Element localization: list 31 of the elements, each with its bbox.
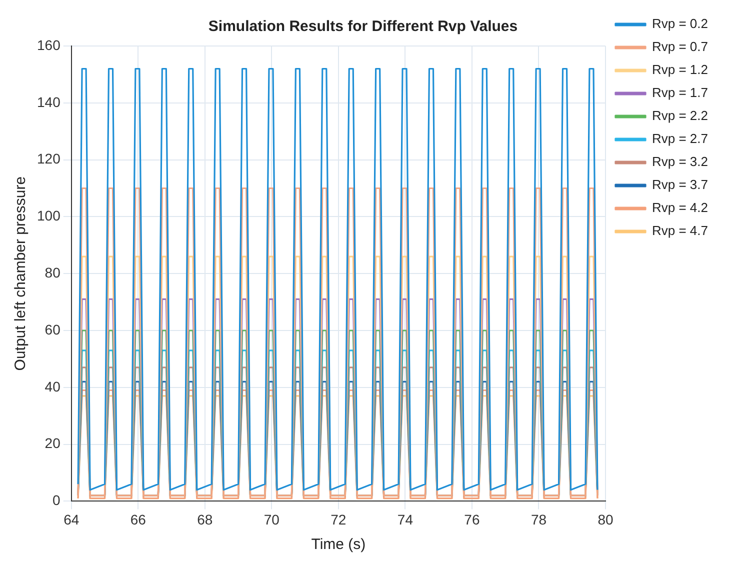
y-tick-label: 120 — [37, 150, 61, 167]
y-tick-label: 140 — [37, 94, 61, 110]
x-axis-title: Time (s) — [311, 536, 366, 554]
y-tick-label: 80 — [44, 264, 61, 280]
legend-label: Rvp = 2.2 — [652, 108, 708, 124]
legend-label: Rvp = 4.2 — [652, 200, 708, 216]
legend-label: Rvp = 0.2 — [652, 16, 708, 32]
chart-title: Simulation Results for Different Rvp Values — [208, 18, 518, 36]
y-tick-label: 20 — [44, 435, 61, 452]
y-tick-label: 0 — [52, 492, 61, 508]
x-tick-label: 64 — [64, 511, 80, 528]
legend-label: Rvp = 3.7 — [652, 177, 708, 192]
legend-label: Rvp = 1.2 — [652, 62, 708, 78]
legend-label: Rvp = 0.7 — [652, 39, 708, 54]
x-tick-label: 74 — [397, 511, 414, 528]
y-tick-label: 60 — [44, 321, 61, 338]
y-tick-label: 40 — [44, 378, 61, 394]
legend-label: Rvp = 4.7 — [652, 223, 708, 238]
y-tick-label: 160 — [37, 36, 61, 53]
x-tick-label: 76 — [464, 511, 480, 528]
x-tick-label: 66 — [130, 511, 146, 528]
x-tick-label: 80 — [598, 511, 614, 528]
legend-label: Rvp = 1.7 — [652, 85, 708, 100]
legend-label: Rvp = 2.7 — [652, 131, 708, 146]
x-tick-label: 70 — [264, 511, 280, 528]
y-tick-label: 100 — [37, 208, 61, 224]
x-tick-label: 78 — [530, 511, 547, 528]
x-tick-label: 72 — [330, 511, 346, 528]
x-tick-label: 68 — [197, 511, 213, 528]
y-axis-title: Output left chamber pressure — [12, 176, 30, 371]
legend-label: Rvp = 3.2 — [652, 154, 708, 170]
